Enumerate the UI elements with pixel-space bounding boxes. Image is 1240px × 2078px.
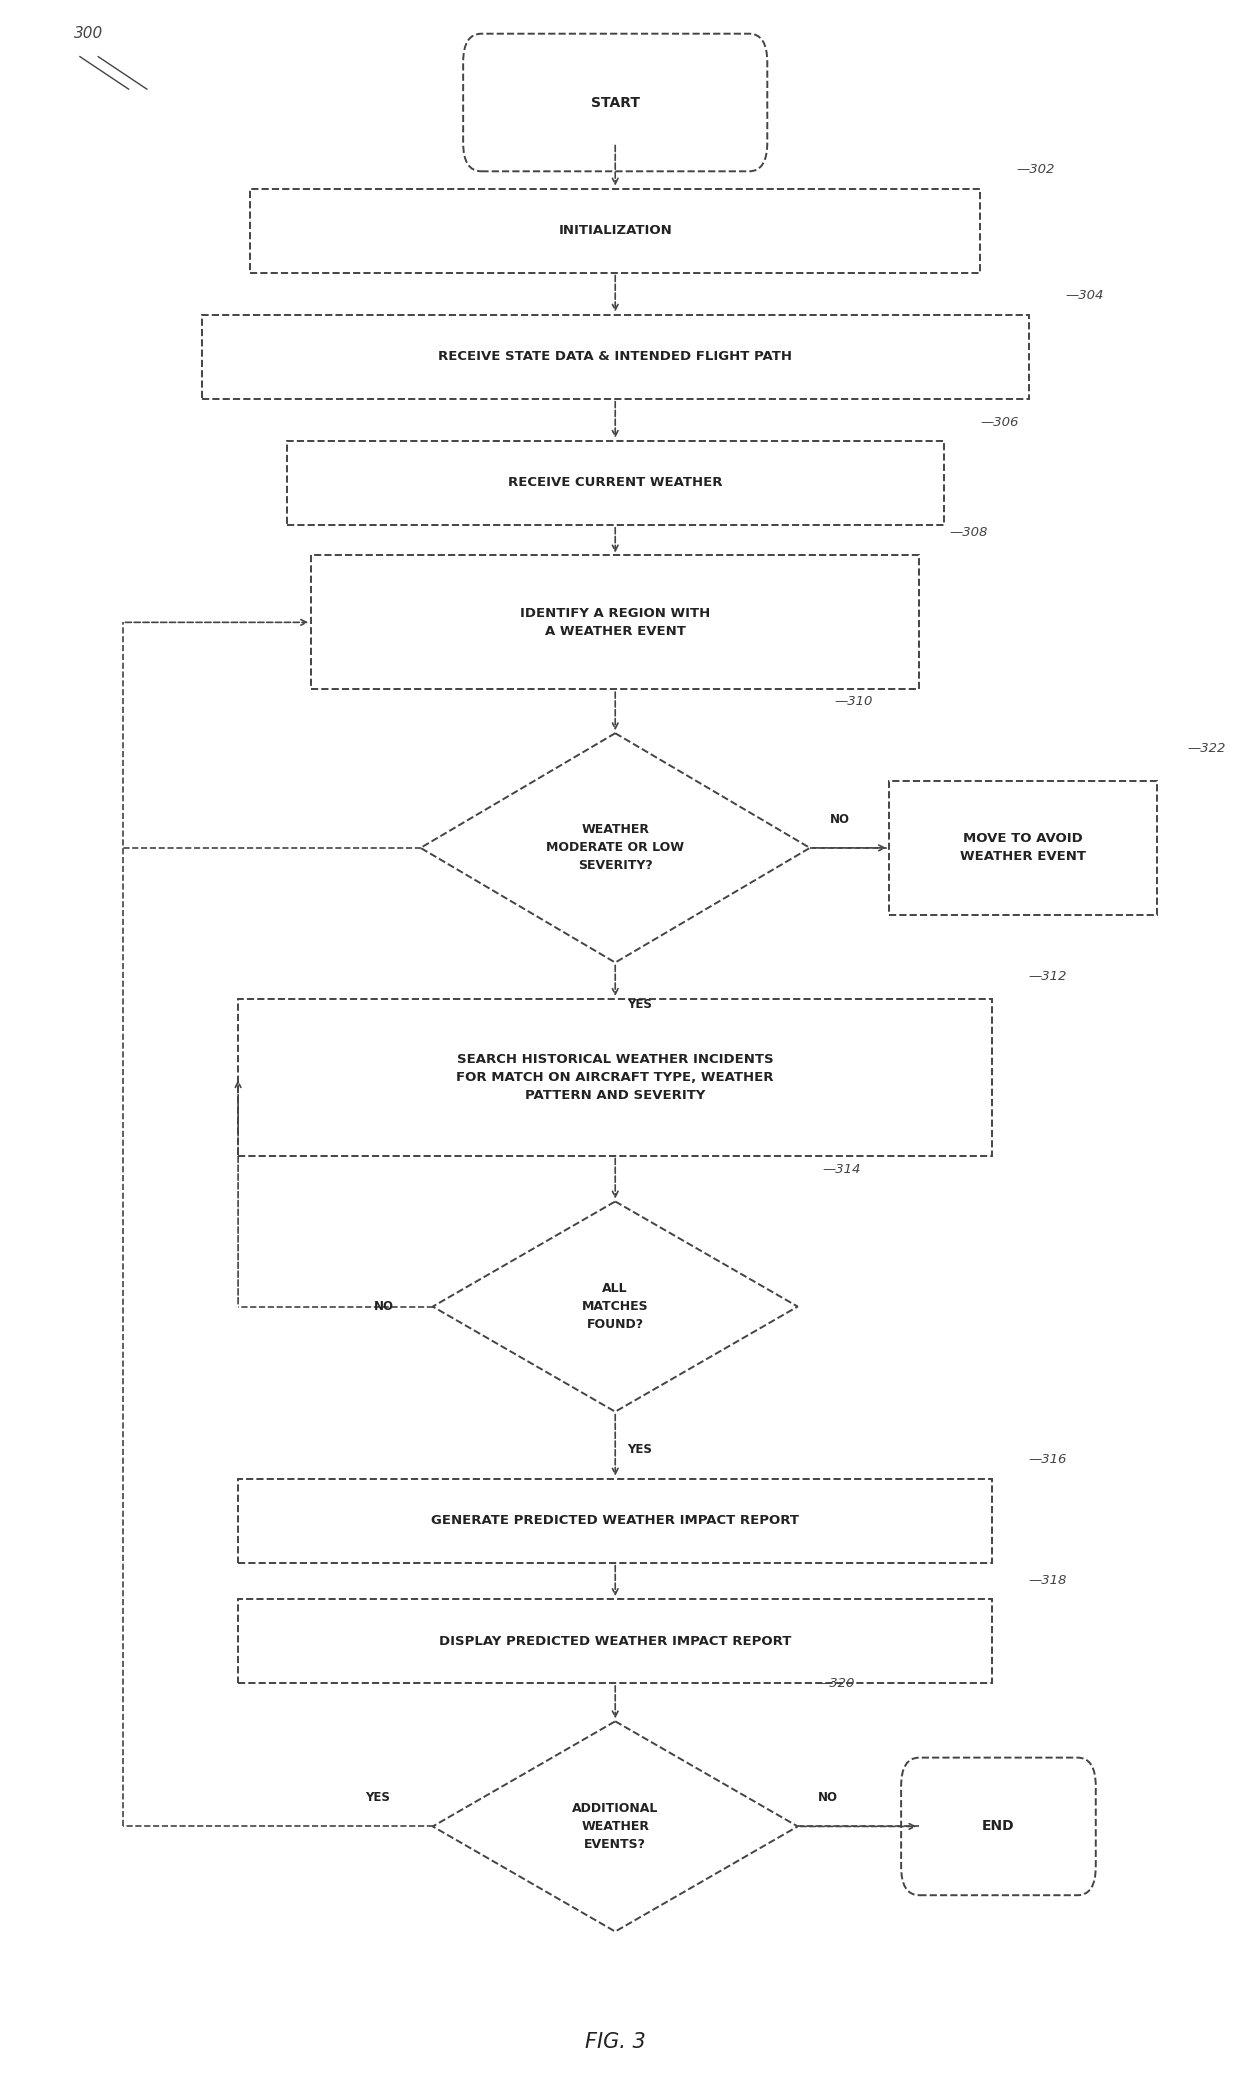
Text: IDENTIFY A REGION WITH
A WEATHER EVENT: IDENTIFY A REGION WITH A WEATHER EVENT (520, 607, 711, 638)
Text: —312: —312 (1029, 970, 1068, 983)
Text: ALL
MATCHES
FOUND?: ALL MATCHES FOUND? (582, 1282, 649, 1332)
Text: —320: —320 (816, 1677, 854, 1689)
Text: NO: NO (831, 812, 851, 825)
Text: —304: —304 (1065, 289, 1104, 303)
Text: INITIALIZATION: INITIALIZATION (558, 224, 672, 237)
Text: WEATHER
MODERATE OR LOW
SEVERITY?: WEATHER MODERATE OR LOW SEVERITY? (547, 823, 684, 873)
Text: 300: 300 (74, 25, 103, 42)
Text: RECEIVE CURRENT WEATHER: RECEIVE CURRENT WEATHER (508, 476, 723, 488)
Text: —314: —314 (822, 1164, 861, 1176)
Text: END: END (982, 1820, 1014, 1833)
Text: —302: —302 (1017, 164, 1055, 177)
Text: SEARCH HISTORICAL WEATHER INCIDENTS
FOR MATCH ON AIRCRAFT TYPE, WEATHER
PATTERN : SEARCH HISTORICAL WEATHER INCIDENTS FOR … (456, 1054, 774, 1101)
Text: —310: —310 (835, 694, 873, 707)
Polygon shape (433, 1201, 797, 1411)
Bar (311, 555, 919, 690)
Bar (250, 189, 980, 272)
Text: DISPLAY PREDICTED WEATHER IMPACT REPORT: DISPLAY PREDICTED WEATHER IMPACT REPORT (439, 1635, 791, 1648)
Text: —318: —318 (1029, 1573, 1068, 1588)
Text: FIG. 3: FIG. 3 (585, 2032, 646, 2053)
Bar (889, 781, 1157, 914)
Text: START: START (590, 96, 640, 110)
Text: YES: YES (627, 997, 652, 1012)
FancyBboxPatch shape (464, 33, 768, 170)
Polygon shape (420, 734, 810, 962)
Text: NO: NO (818, 1791, 838, 1804)
Text: —322: —322 (1187, 742, 1225, 754)
Text: RECEIVE STATE DATA & INTENDED FLIGHT PATH: RECEIVE STATE DATA & INTENDED FLIGHT PAT… (438, 351, 792, 364)
Bar (238, 1598, 992, 1683)
Text: —308: —308 (950, 526, 988, 540)
Text: YES: YES (366, 1791, 391, 1804)
Text: GENERATE PREDICTED WEATHER IMPACT REPORT: GENERATE PREDICTED WEATHER IMPACT REPORT (432, 1515, 800, 1527)
Text: MOVE TO AVOID
WEATHER EVENT: MOVE TO AVOID WEATHER EVENT (960, 833, 1086, 862)
Bar (202, 314, 1029, 399)
Text: NO: NO (374, 1301, 394, 1313)
FancyBboxPatch shape (901, 1758, 1096, 1895)
Bar (238, 1000, 992, 1155)
Text: —316: —316 (1029, 1453, 1068, 1467)
Polygon shape (433, 1721, 797, 1933)
Bar (238, 1480, 992, 1563)
Text: ADDITIONAL
WEATHER
EVENTS?: ADDITIONAL WEATHER EVENTS? (572, 1802, 658, 1851)
Bar (286, 441, 944, 526)
Text: YES: YES (627, 1444, 652, 1457)
Text: —306: —306 (980, 416, 1018, 428)
